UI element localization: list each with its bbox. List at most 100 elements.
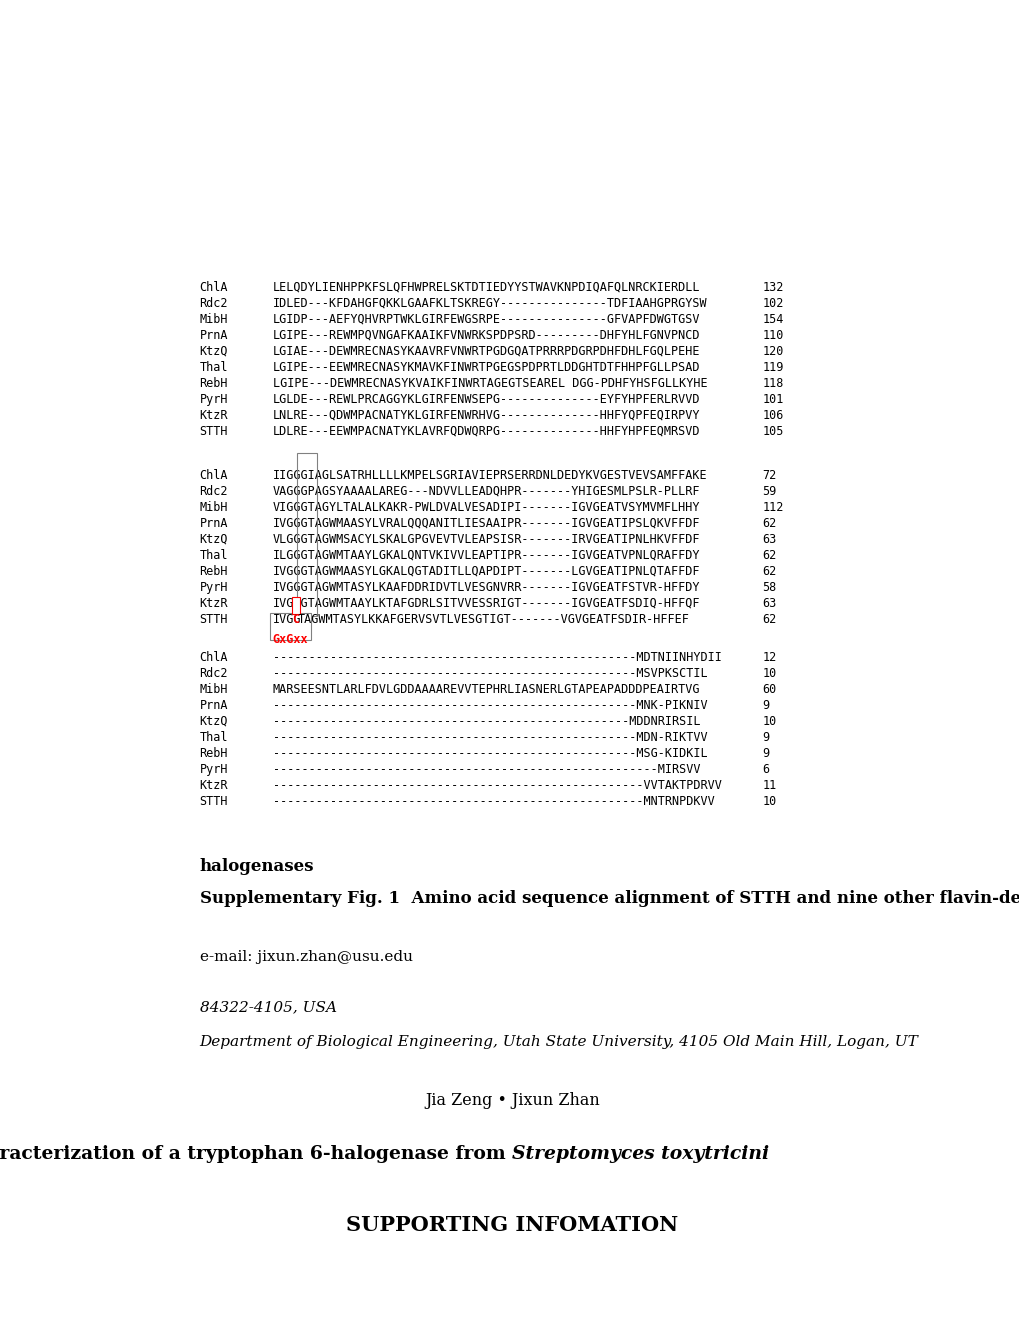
- Text: 119: 119: [762, 360, 784, 374]
- Text: Streptomyces toxytricini: Streptomyces toxytricini: [512, 1144, 768, 1163]
- Text: 9: 9: [762, 747, 769, 760]
- Text: IVGGGTAGWMAASYLVRALQQQANITLIESAAIPR-------IGVGEATIPSLQKVFFDF: IVGGGTAGWMAASYLVRALQQQANITLIESAAIPR-----…: [272, 517, 699, 531]
- Text: KtzQ: KtzQ: [200, 533, 228, 546]
- Text: VAGGGPAGSYAAAALAREG---NDVVLLEADQHPR-------YHIGESMLPSLR-PLLRF: VAGGGPAGSYAAAALAREG---NDVVLLEADQHPR-----…: [272, 484, 699, 498]
- Text: 10: 10: [762, 667, 776, 680]
- Text: e-mail: jixun.zhan@usu.edu: e-mail: jixun.zhan@usu.edu: [200, 950, 412, 964]
- FancyBboxPatch shape: [270, 614, 311, 640]
- Text: 106: 106: [762, 409, 784, 422]
- Text: PrnA: PrnA: [200, 700, 228, 711]
- Text: LELQDYLIENHPPKFSLQFHWPRELSKTDTIEDYYSTWAVKNPDIQAFQLNRCKIERDLL: LELQDYLIENHPPKFSLQFHWPRELSKTDTIEDYYSTWAV…: [272, 281, 699, 294]
- Text: 120: 120: [762, 345, 784, 358]
- Text: 132: 132: [762, 281, 784, 294]
- Text: IVGGGTAGWMTASYLKAAFDDRIDVTLVESGNVRR-------IGVGEATFSTVR-HFFDY: IVGGGTAGWMTASYLKAAFDDRIDVTLVESGNVRR-----…: [272, 581, 699, 594]
- Text: STTH: STTH: [200, 425, 228, 438]
- Text: Thal: Thal: [200, 549, 228, 562]
- Text: ChlA: ChlA: [200, 469, 228, 482]
- Text: 72: 72: [762, 469, 776, 482]
- Text: IIGGGIAGLSATRHLLLLKMPELSGRIAVIEPRSERRDNLDEDYKVGESTVEVSAMFFAKE: IIGGGIAGLSATRHLLLLKMPELSGRIAVIEPRSERRDNL…: [272, 469, 706, 482]
- Text: STTH: STTH: [200, 612, 228, 626]
- Text: LGIPE---DEWMRECNASYKVAIKFINWRTAGEGTSEAREL DGG-PDHFYHSFGLLKYHE: LGIPE---DEWMRECNASYKVAIKFINWRTAGEGTSEARE…: [272, 378, 706, 389]
- Text: GxGxx: GxGxx: [272, 634, 308, 645]
- Text: 154: 154: [762, 313, 784, 326]
- Text: MARSEESNTLARLFDVLGDDAAAAREVVTEPHRLIASNERLGTAPEAPADDDPEAIRTVG: MARSEESNTLARLFDVLGDDAAAAREVVTEPHRLIASNER…: [272, 682, 699, 696]
- Text: Rdc2: Rdc2: [200, 484, 228, 498]
- Text: Department of Biological Engineering, Utah State University, 4105 Old Main Hill,: Department of Biological Engineering, Ut…: [200, 1035, 917, 1049]
- Text: IDLED---KFDAHGFQKKLGAAFKLTSKREGY---------------TDFIAAHGPRGYSW: IDLED---KFDAHGFQKKLGAAFKLTSKREGY--------…: [272, 297, 706, 310]
- Text: SUPPORTING INFOMATION: SUPPORTING INFOMATION: [345, 1214, 678, 1236]
- Text: Characterization of a tryptophan 6-halogenase from: Characterization of a tryptophan 6-halog…: [0, 1144, 512, 1163]
- Text: ChlA: ChlA: [200, 651, 228, 664]
- Text: 101: 101: [762, 393, 784, 407]
- Text: ---------------------------------------------------MSG-KIDKIL: ----------------------------------------…: [272, 747, 706, 760]
- Text: LNLRE---QDWMPACNATYKLGIRFENWRHVG--------------HHFYQPFEQIRPVY: LNLRE---QDWMPACNATYKLGIRFENWRHVG--------…: [272, 409, 699, 422]
- Text: 9: 9: [762, 700, 769, 711]
- Text: LGLDE---REWLPRCAGGYKLGIRFENWSEPG--------------EYFYHPFERLRVVD: LGLDE---REWLPRCAGGYKLGIRFENWSEPG--------…: [272, 393, 699, 407]
- Text: TAGWMTASYLKKAFGERVSVTLVESGTIGT-------VGVGEATFSDIR-HFFEF: TAGWMTASYLKKAFGERVSVTLVESGTIGT-------VGV…: [298, 612, 689, 626]
- Text: LGIPE---REWMPQVNGAFKAAIKFVNWRKSPDPSRD---------DHFYHLFGNVPNCD: LGIPE---REWMPQVNGAFKAAIKFVNWRKSPDPSRD---…: [272, 329, 699, 342]
- Text: ---------------------------------------------------MDTNIINHYDII: ----------------------------------------…: [272, 651, 720, 664]
- Text: 110: 110: [762, 329, 784, 342]
- Text: 112: 112: [762, 502, 784, 513]
- Text: 102: 102: [762, 297, 784, 310]
- Text: MibH: MibH: [200, 682, 228, 696]
- Text: Rdc2: Rdc2: [200, 297, 228, 310]
- Text: ---------------------------------------------------MSVPKSCTIL: ----------------------------------------…: [272, 667, 706, 680]
- Text: ---------------------------------------------------MDN-RIKTVV: ----------------------------------------…: [272, 731, 706, 744]
- Text: 118: 118: [762, 378, 784, 389]
- Text: --------------------------------------------------MDDNRIRSIL: ----------------------------------------…: [272, 715, 699, 729]
- Text: LDLRE---EEWMPACNATYKLAVRFQDWQRPG--------------HHFYHPFEQMRSVD: LDLRE---EEWMPACNATYKLAVRFQDWQRPG--------…: [272, 425, 699, 438]
- Text: 10: 10: [762, 795, 776, 808]
- Text: Supplementary Fig. 1  Amino acid sequence alignment of STTH and nine other flavi: Supplementary Fig. 1 Amino acid sequence…: [200, 890, 1019, 907]
- Text: 63: 63: [762, 597, 776, 610]
- Text: IVGG: IVGG: [272, 612, 301, 626]
- Text: LGIAE---DEWMRECNASYKAAVRFVNWRTPGDGQATPRRRPDGRPDHFDHLFGQLPEHE: LGIAE---DEWMRECNASYKAAVRFVNWRTPGDGQATPRR…: [272, 345, 699, 358]
- Text: 84322-4105, USA: 84322-4105, USA: [200, 1001, 336, 1014]
- Text: KtzR: KtzR: [200, 409, 228, 422]
- Text: 10: 10: [762, 715, 776, 729]
- Text: C: C: [292, 612, 300, 626]
- Text: RebH: RebH: [200, 378, 228, 389]
- Text: 11: 11: [762, 779, 776, 792]
- Text: STTH: STTH: [200, 795, 228, 808]
- Text: 6: 6: [762, 763, 769, 776]
- Text: PyrH: PyrH: [200, 581, 228, 594]
- Text: KtzR: KtzR: [200, 779, 228, 792]
- Text: RebH: RebH: [200, 565, 228, 578]
- Text: IVGGGTAGWMAASYLGKALQGTADITLLQAPDIPT-------LGVGEATIPNLQTAFFDF: IVGGGTAGWMAASYLGKALQGTADITLLQAPDIPT-----…: [272, 565, 699, 578]
- Text: KtzQ: KtzQ: [200, 715, 228, 729]
- Text: 9: 9: [762, 731, 769, 744]
- Text: IVGGGTAGWMTAAYLKTAFGDRLSITVVESSRIGT-------IGVGEATFSDIQ-HFFQF: IVGGGTAGWMTAAYLKTAFGDRLSITVVESSRIGT-----…: [272, 597, 699, 610]
- Text: halogenases: halogenases: [200, 858, 314, 875]
- Text: ChlA: ChlA: [200, 281, 228, 294]
- Text: 62: 62: [762, 565, 776, 578]
- Text: 63: 63: [762, 533, 776, 546]
- Text: MibH: MibH: [200, 313, 228, 326]
- Text: PyrH: PyrH: [200, 763, 228, 776]
- Text: PrnA: PrnA: [200, 329, 228, 342]
- Text: ----------------------------------------------------VVTAKTPDRVV: ----------------------------------------…: [272, 779, 720, 792]
- Text: LGIPE---EEWMRECNASYKMAVKFINWRTPGEGSPDPRTLDDGHTDTFHHPFGLLPSAD: LGIPE---EEWMRECNASYKMAVKFINWRTPGEGSPDPRT…: [272, 360, 699, 374]
- Text: VLGGGTAGWMSACYLSKALGPGVEVTVLEAPSISR-------IRVGEATIPNLHKVFFDF: VLGGGTAGWMSACYLSKALGPGVEVTVLEAPSISR-----…: [272, 533, 699, 546]
- Text: 62: 62: [762, 517, 776, 531]
- Text: 60: 60: [762, 682, 776, 696]
- Text: PyrH: PyrH: [200, 393, 228, 407]
- Text: 58: 58: [762, 581, 776, 594]
- Text: 62: 62: [762, 612, 776, 626]
- FancyBboxPatch shape: [291, 597, 300, 614]
- Text: 59: 59: [762, 484, 776, 498]
- Text: 12: 12: [762, 651, 776, 664]
- Text: 105: 105: [762, 425, 784, 438]
- Text: KtzQ: KtzQ: [200, 345, 228, 358]
- Text: ------------------------------------------------------MIRSVV: ----------------------------------------…: [272, 763, 699, 776]
- Text: Thal: Thal: [200, 360, 228, 374]
- Text: Thal: Thal: [200, 731, 228, 744]
- Text: ---------------------------------------------------MNK-PIKNIV: ----------------------------------------…: [272, 700, 706, 711]
- Text: Jia Zeng • Jixun Zhan: Jia Zeng • Jixun Zhan: [425, 1092, 599, 1109]
- Text: RebH: RebH: [200, 747, 228, 760]
- Text: ----------------------------------------------------MNTRNPDKVV: ----------------------------------------…: [272, 795, 713, 808]
- Text: Rdc2: Rdc2: [200, 667, 228, 680]
- Text: LGIDP---AEFYQHVRPTWKLGIRFEWGSRPE---------------GFVAPFDWGTGSV: LGIDP---AEFYQHVRPTWKLGIRFEWGSRPE--------…: [272, 313, 699, 326]
- Text: ILGGGTAGWMTAAYLGKALQNTVKIVVLEAPTIPR-------IGVGEATVPNLQRAFFDY: ILGGGTAGWMTAAYLGKALQNTVKIVVLEAPTIPR-----…: [272, 549, 699, 562]
- Text: KtzR: KtzR: [200, 597, 228, 610]
